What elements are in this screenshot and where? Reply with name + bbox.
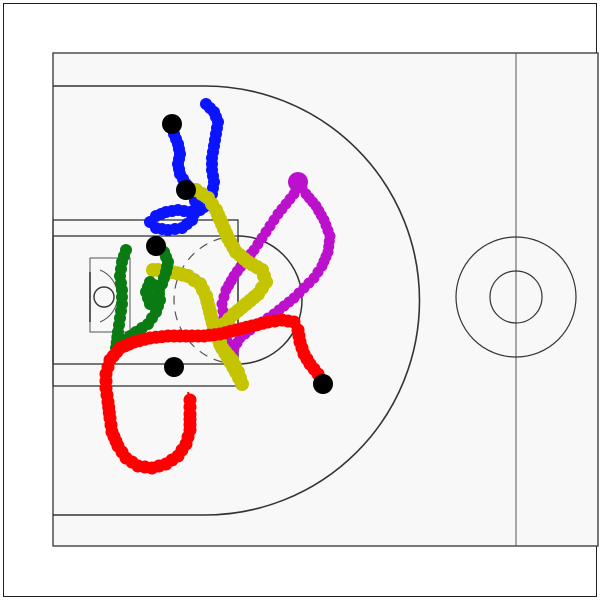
player-marker-1: [162, 114, 182, 134]
player-marker-5: [313, 374, 333, 394]
free-throw-circle: [237, 235, 303, 365]
trajectory-red: [99, 313, 331, 475]
free-throw-lane: [52, 235, 239, 365]
player-marker-4: [164, 357, 184, 377]
trajectory-green: [110, 244, 174, 354]
center-circle-inner: [489, 270, 543, 324]
trajectory-start-magenta: [288, 172, 308, 192]
player-marker-3: [146, 236, 166, 256]
player-marker-2: [176, 180, 196, 200]
trajectory-dot-yellow: [146, 263, 160, 277]
rim: [93, 286, 115, 308]
trajectory-blue: [144, 98, 224, 236]
trajectory-dot-red: [183, 393, 197, 407]
free-throw-circle-dashed: [173, 235, 239, 365]
center-circle-outer: [455, 236, 577, 358]
trajectory-yellow: [146, 183, 273, 391]
three-point-arc: [53, 85, 421, 516]
